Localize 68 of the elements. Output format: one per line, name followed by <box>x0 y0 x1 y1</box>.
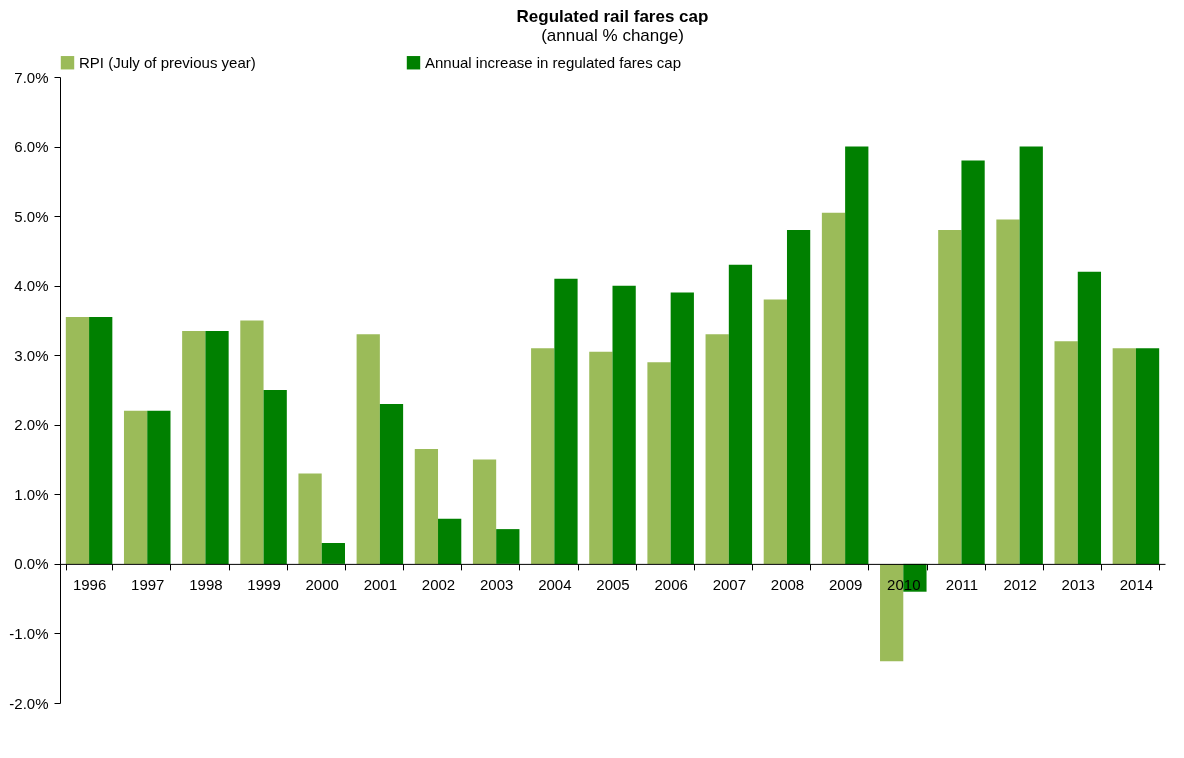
y-tick-label: -1.0% <box>9 624 49 642</box>
bar <box>496 529 520 564</box>
x-tick-label: 2014 <box>1119 576 1154 594</box>
bar <box>1135 348 1160 564</box>
bar <box>89 316 113 564</box>
bar <box>472 459 497 564</box>
bar <box>647 362 671 564</box>
y-tick-label: -2.0% <box>9 694 49 712</box>
bar <box>205 330 229 564</box>
bar <box>356 334 380 564</box>
bar <box>531 348 555 564</box>
bar <box>123 410 148 564</box>
x-tick-label: 1996 <box>72 576 107 594</box>
bar <box>1077 271 1102 564</box>
bar <box>996 219 1020 564</box>
bar <box>821 212 846 564</box>
bar <box>612 285 636 564</box>
bar <box>298 473 322 564</box>
x-tick-label: 2011 <box>945 576 979 594</box>
y-tick-label: 7.0% <box>14 68 49 86</box>
bar <box>670 292 694 564</box>
bar <box>379 403 404 564</box>
chart-subtitle: (annual % change) <box>541 26 684 45</box>
bar <box>240 320 264 564</box>
bar <box>321 543 345 564</box>
x-tick-label: 2003 <box>480 576 514 594</box>
y-tick-label: 5.0% <box>14 207 49 225</box>
bar <box>705 334 729 564</box>
bar <box>438 518 462 564</box>
y-tick-label: 2.0% <box>14 416 49 434</box>
x-tick-label: 2006 <box>654 576 688 594</box>
x-tick-label: 2002 <box>421 576 456 594</box>
y-tick-label: 4.0% <box>14 277 49 295</box>
legend-label: Annual increase in regulated fares cap <box>425 53 681 71</box>
x-tick-label: 1997 <box>131 576 165 594</box>
y-tick-label: 1.0% <box>14 485 49 503</box>
x-tick-label: 2004 <box>538 576 572 594</box>
bar <box>786 230 811 564</box>
bar <box>1112 348 1136 564</box>
bar <box>65 316 90 564</box>
bar <box>961 160 985 564</box>
bar <box>1019 146 1043 564</box>
x-tick-label: 1999 <box>247 576 281 594</box>
y-tick-label: 6.0% <box>14 138 49 156</box>
legend-label: RPI (July of previous year) <box>79 53 256 71</box>
bar <box>938 230 962 564</box>
x-tick-label: 2009 <box>828 576 863 594</box>
x-tick-label: 2007 <box>712 576 746 594</box>
bar <box>589 351 613 564</box>
bar <box>263 390 287 564</box>
x-tick-label: 2008 <box>770 576 805 594</box>
x-tick-label: 2013 <box>1061 576 1095 594</box>
bar <box>414 449 439 564</box>
bar <box>554 278 578 564</box>
x-tick-label: 2000 <box>305 576 339 594</box>
x-tick-label: 2012 <box>1003 576 1037 594</box>
bar <box>728 264 753 564</box>
bar <box>763 299 787 564</box>
x-tick-label: 1998 <box>189 576 223 594</box>
bar <box>182 330 206 564</box>
bar <box>1054 341 1078 564</box>
x-tick-label: 2005 <box>596 576 630 594</box>
y-tick-label: 0.0% <box>14 555 49 573</box>
chart-title: Regulated rail fares cap <box>516 7 709 26</box>
x-tick-label: 2001 <box>363 576 398 594</box>
bar <box>147 410 171 564</box>
y-tick-label: 3.0% <box>14 346 49 364</box>
bar <box>845 146 869 564</box>
